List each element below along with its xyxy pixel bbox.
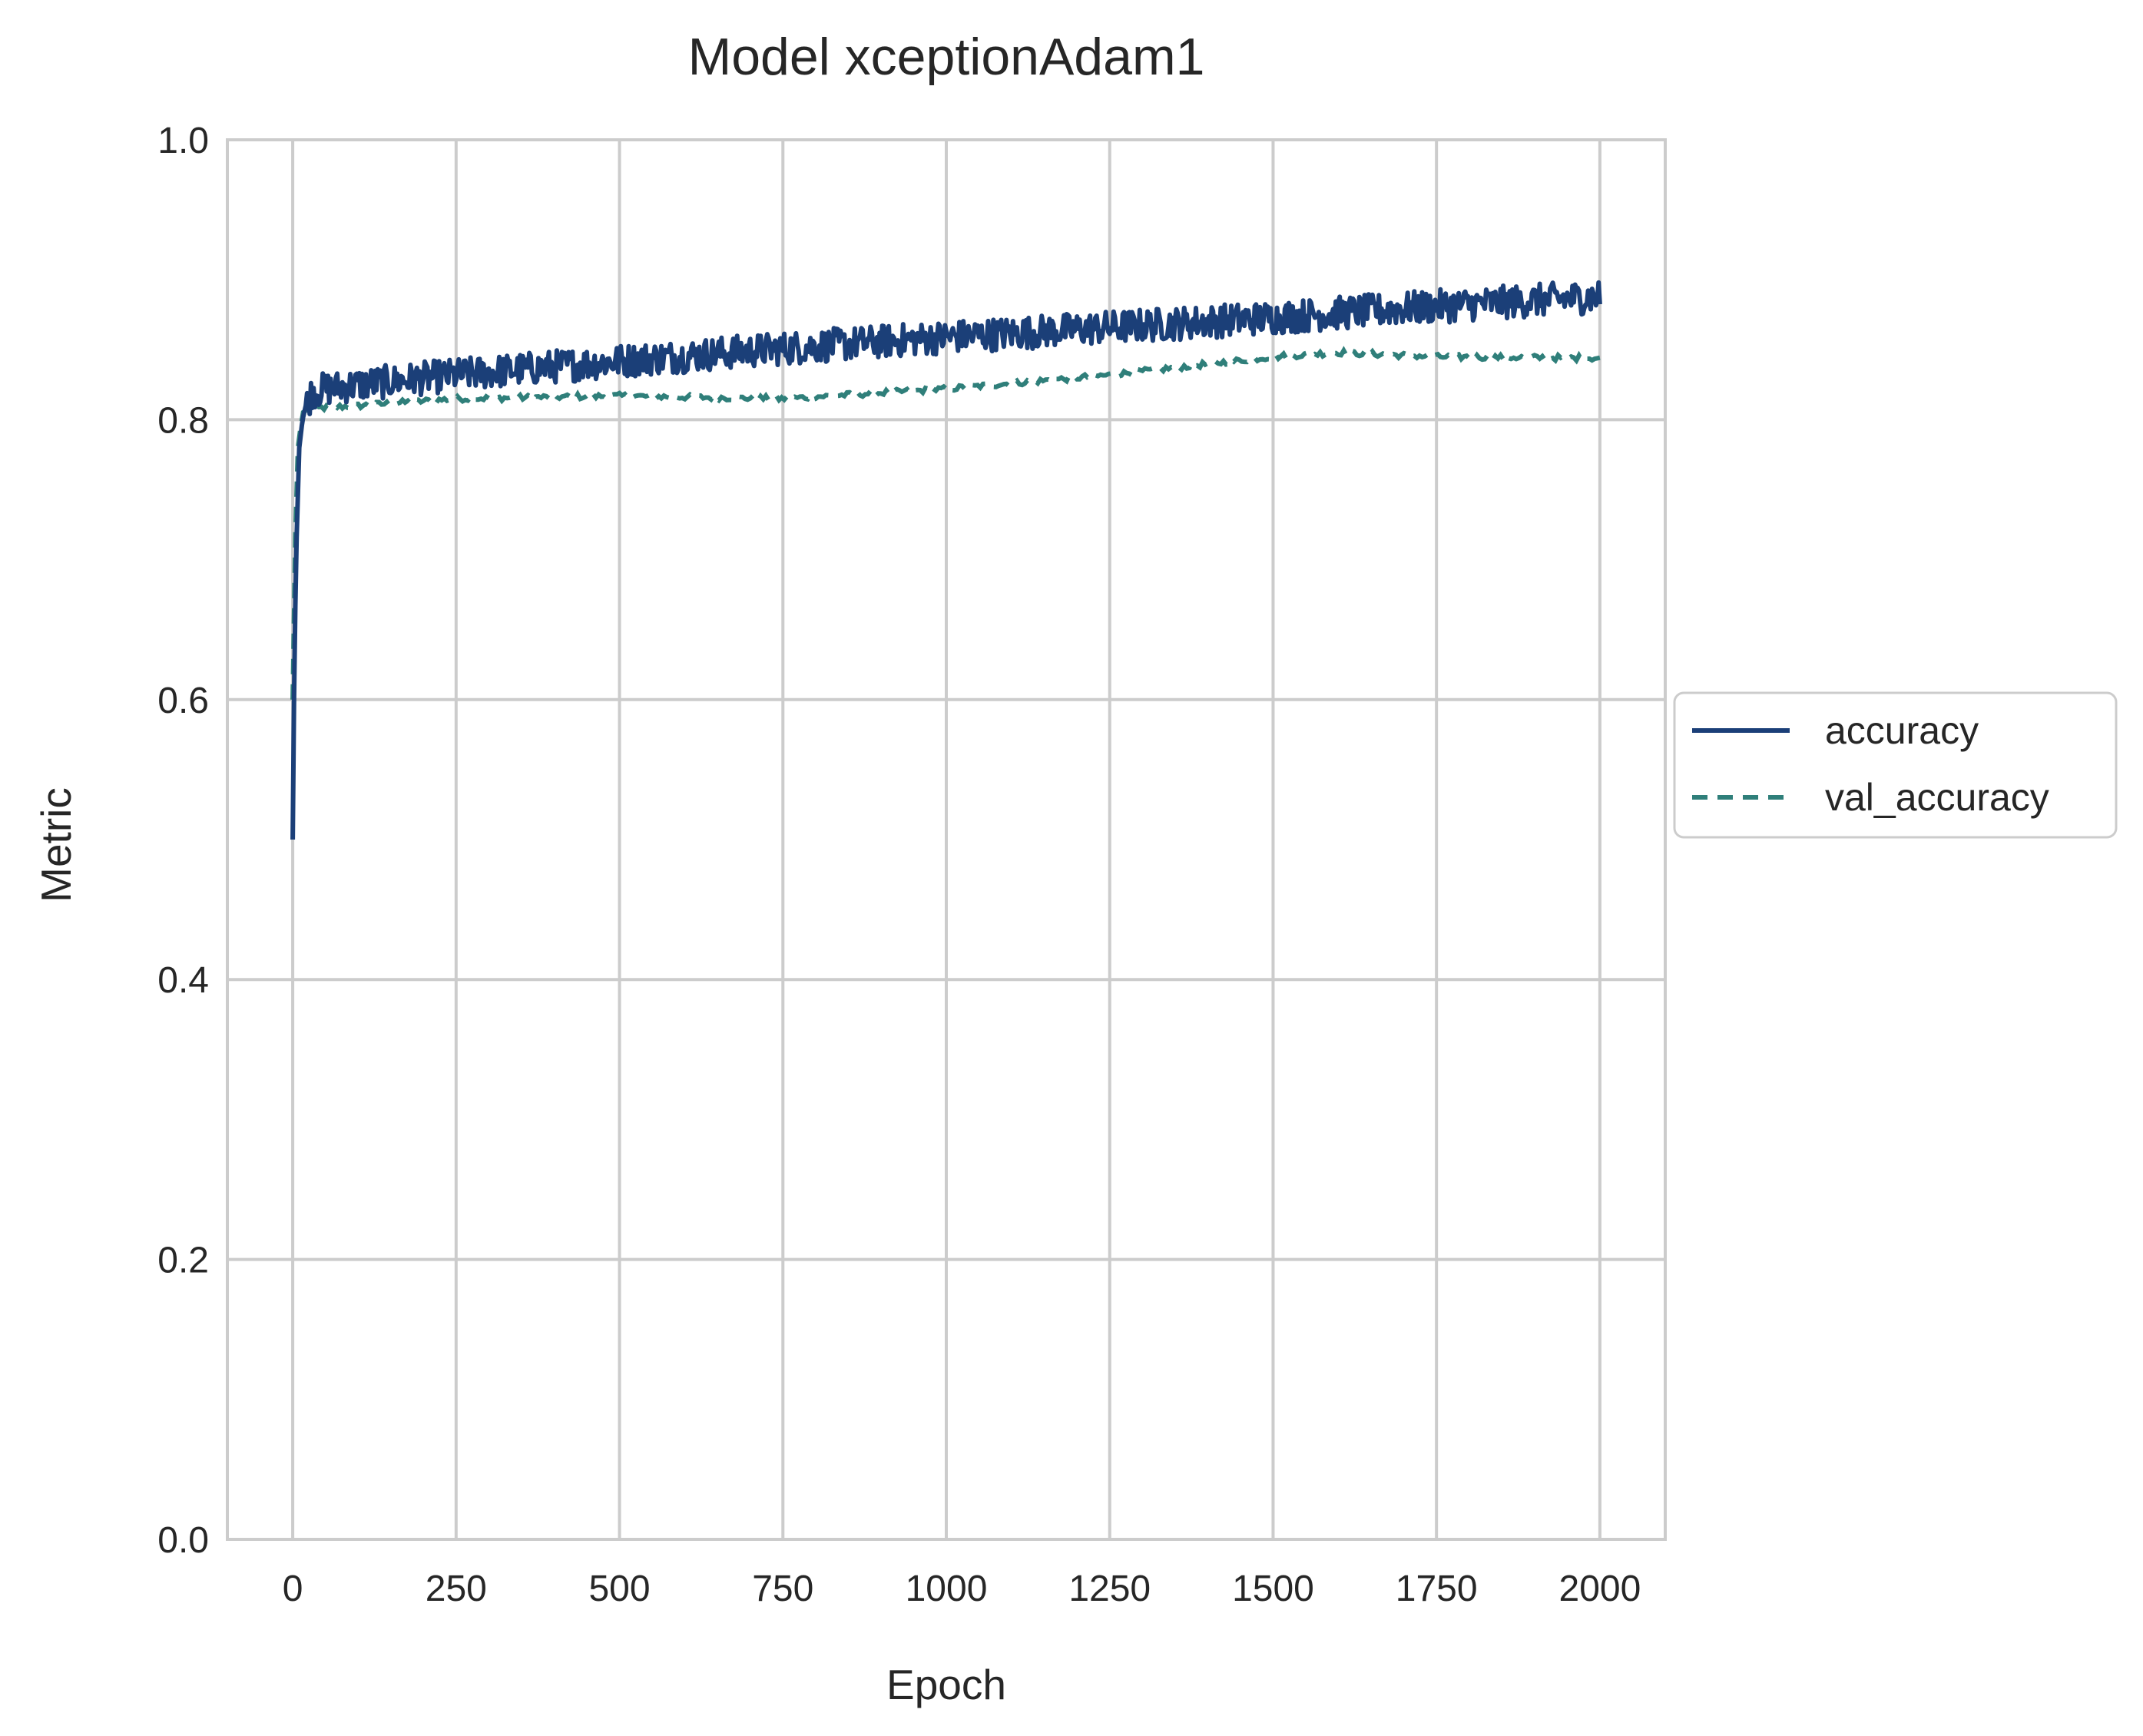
x-tick-label: 1750 — [1396, 1569, 1478, 1609]
x-tick-labels: 0 250 500 750 1000 1250 1500 1750 2000 — [283, 1569, 1641, 1609]
x-tick-label: 750 — [752, 1569, 813, 1609]
grid — [227, 138, 1665, 1541]
series-line-accuracy — [290, 280, 1602, 840]
x-tick-label: 1000 — [906, 1569, 988, 1609]
x-tick-label: 2000 — [1559, 1569, 1641, 1609]
chart-title: Model xceptionAdam1 — [688, 28, 1205, 86]
x-tick-label: 0 — [283, 1569, 303, 1609]
y-tick-label: 0.4 — [157, 960, 209, 1001]
x-tick-label: 250 — [426, 1569, 487, 1609]
y-axis-title: Metric — [32, 787, 80, 903]
y-tick-label: 0.0 — [157, 1520, 209, 1561]
plot-frame — [226, 138, 1667, 1541]
legend: accuracy val_accuracy — [1673, 691, 2118, 839]
y-tick-label: 0.2 — [157, 1241, 209, 1281]
y-tick-label: 0.6 — [157, 681, 209, 721]
x-axis-title: Epoch — [886, 1661, 1006, 1708]
y-tick-label: 1.0 — [157, 121, 209, 161]
y-tick-labels: 0.0 0.2 0.4 0.6 0.8 1.0 — [157, 121, 209, 1561]
legend-label-accuracy: accuracy — [1825, 709, 1979, 752]
y-tick-label: 0.8 — [157, 400, 209, 441]
legend-label-val-accuracy: val_accuracy — [1825, 776, 2049, 819]
series-layer — [290, 280, 1602, 840]
x-tick-label: 1250 — [1068, 1569, 1151, 1609]
x-tick-label: 500 — [588, 1569, 650, 1609]
series-line-val-accuracy — [290, 346, 1601, 700]
x-tick-label: 1500 — [1232, 1569, 1314, 1609]
